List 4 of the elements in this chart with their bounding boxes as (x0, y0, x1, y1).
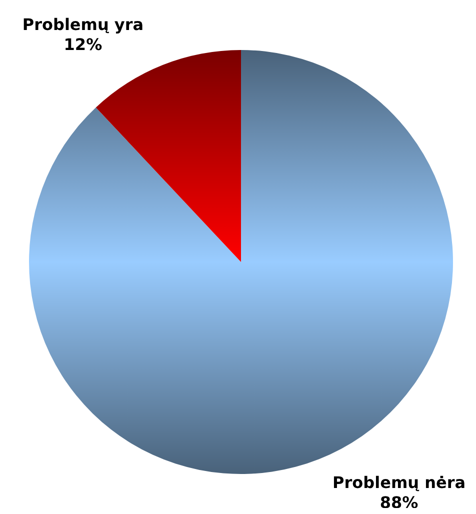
data-label: 12% (64, 34, 102, 54)
slice-label: Problemų nėra (332, 473, 466, 492)
slice-label: Problemų yra (22, 14, 144, 34)
data-label: 88% (380, 493, 418, 512)
